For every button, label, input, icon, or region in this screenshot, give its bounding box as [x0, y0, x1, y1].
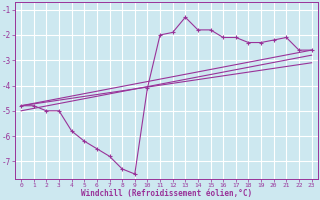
X-axis label: Windchill (Refroidissement éolien,°C): Windchill (Refroidissement éolien,°C) [81, 189, 252, 198]
